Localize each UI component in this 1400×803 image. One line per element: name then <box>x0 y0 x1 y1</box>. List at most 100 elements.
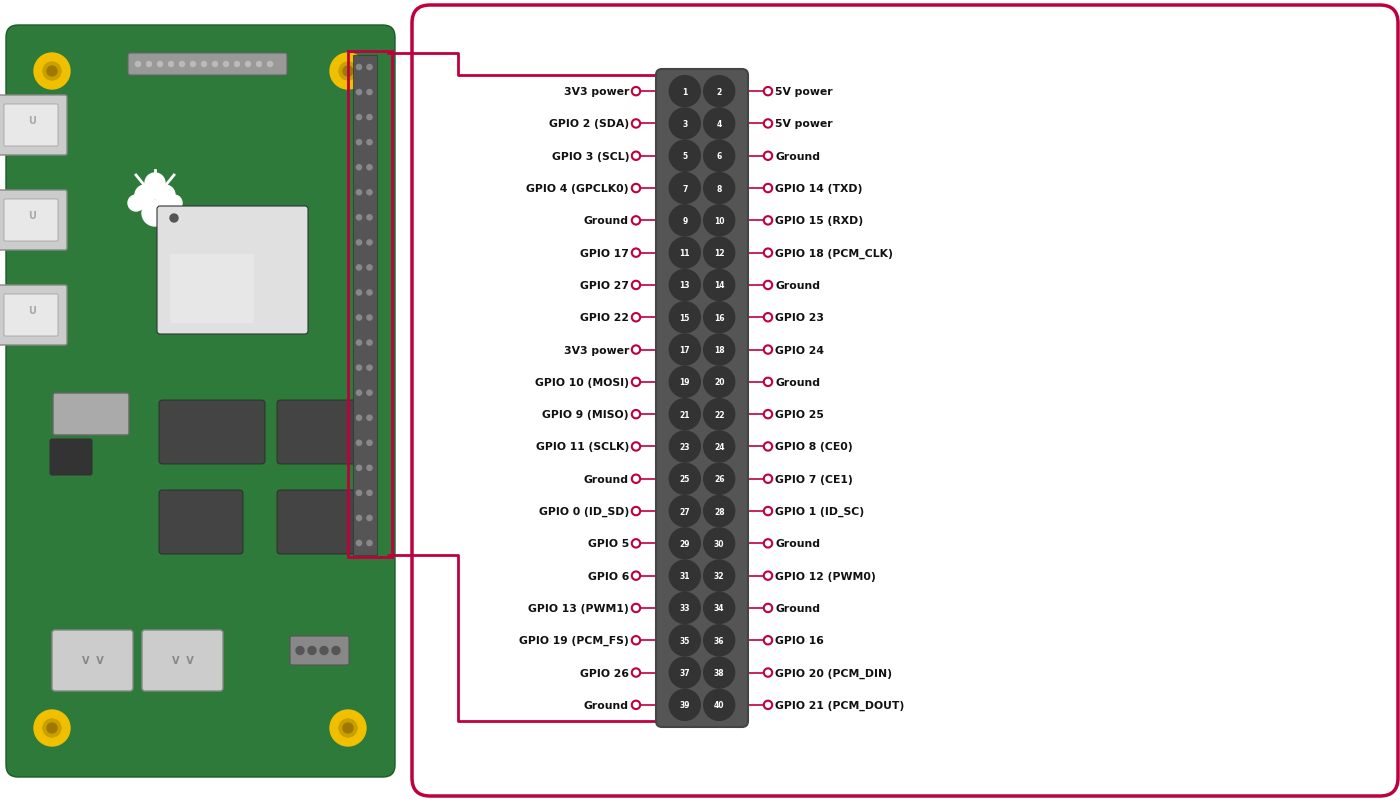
FancyBboxPatch shape <box>160 401 265 464</box>
Text: GPIO 8 (CE0): GPIO 8 (CE0) <box>776 442 853 452</box>
Circle shape <box>330 710 365 746</box>
Text: Ground: Ground <box>584 474 629 484</box>
Circle shape <box>669 206 700 237</box>
Circle shape <box>704 173 735 204</box>
Text: 15: 15 <box>679 313 690 322</box>
Circle shape <box>631 604 640 613</box>
Circle shape <box>179 63 185 67</box>
Text: GPIO 3 (SCL): GPIO 3 (SCL) <box>552 152 629 161</box>
Circle shape <box>155 185 175 206</box>
Circle shape <box>168 63 174 67</box>
FancyBboxPatch shape <box>50 439 92 475</box>
Text: 4: 4 <box>717 120 722 128</box>
Circle shape <box>704 206 735 237</box>
Circle shape <box>764 88 773 96</box>
Text: GPIO 12 (PWM0): GPIO 12 (PWM0) <box>776 571 876 581</box>
FancyBboxPatch shape <box>127 54 287 76</box>
Circle shape <box>367 65 372 71</box>
Text: GPIO 16: GPIO 16 <box>776 635 823 646</box>
Text: 8: 8 <box>717 185 722 194</box>
Circle shape <box>669 141 700 172</box>
Circle shape <box>169 214 178 222</box>
Circle shape <box>669 593 700 624</box>
Circle shape <box>631 669 640 677</box>
FancyBboxPatch shape <box>4 200 57 242</box>
Text: 39: 39 <box>679 700 690 710</box>
Circle shape <box>367 291 372 296</box>
Text: 11: 11 <box>679 249 690 258</box>
Text: 12: 12 <box>714 249 724 258</box>
Text: GPIO 17: GPIO 17 <box>580 248 629 259</box>
Circle shape <box>764 185 773 193</box>
Text: GPIO 22: GPIO 22 <box>580 313 629 323</box>
Circle shape <box>631 410 640 419</box>
Circle shape <box>367 390 372 396</box>
Text: 29: 29 <box>679 539 690 548</box>
Circle shape <box>704 593 735 624</box>
Text: 13: 13 <box>679 281 690 290</box>
Circle shape <box>704 367 735 397</box>
FancyBboxPatch shape <box>4 105 57 147</box>
Text: GPIO 27: GPIO 27 <box>580 280 629 291</box>
Circle shape <box>339 719 357 737</box>
Circle shape <box>631 378 640 386</box>
Circle shape <box>367 416 372 421</box>
Circle shape <box>631 475 640 483</box>
Circle shape <box>631 153 640 161</box>
Circle shape <box>367 491 372 496</box>
Circle shape <box>631 281 640 290</box>
Circle shape <box>147 63 151 67</box>
Circle shape <box>357 190 361 196</box>
Circle shape <box>367 141 372 145</box>
Text: GPIO 14 (TXD): GPIO 14 (TXD) <box>776 184 862 194</box>
Text: Ground: Ground <box>776 603 820 613</box>
Text: 14: 14 <box>714 281 724 290</box>
Circle shape <box>190 63 196 67</box>
Text: U: U <box>28 116 36 126</box>
Text: U: U <box>28 210 36 221</box>
FancyBboxPatch shape <box>0 286 67 345</box>
Text: 21: 21 <box>679 410 690 419</box>
Text: GPIO 23: GPIO 23 <box>776 313 825 323</box>
Circle shape <box>167 196 182 212</box>
Circle shape <box>330 54 365 90</box>
Circle shape <box>146 173 165 194</box>
FancyBboxPatch shape <box>353 56 377 556</box>
Circle shape <box>141 201 168 226</box>
Circle shape <box>367 516 372 521</box>
Circle shape <box>764 701 773 709</box>
Text: GPIO 10 (MOSI): GPIO 10 (MOSI) <box>535 377 629 387</box>
FancyBboxPatch shape <box>160 491 244 554</box>
Circle shape <box>339 63 357 81</box>
Circle shape <box>357 240 361 246</box>
Circle shape <box>367 441 372 446</box>
Circle shape <box>357 340 361 346</box>
Circle shape <box>669 625 700 656</box>
Circle shape <box>367 365 372 371</box>
Circle shape <box>669 560 700 592</box>
Text: GPIO 25: GPIO 25 <box>776 410 823 420</box>
Circle shape <box>631 88 640 96</box>
Circle shape <box>245 63 251 67</box>
Circle shape <box>631 572 640 580</box>
Text: GPIO 4 (GPCLK0): GPIO 4 (GPCLK0) <box>526 184 629 194</box>
FancyBboxPatch shape <box>290 636 349 665</box>
Text: 9: 9 <box>682 217 687 226</box>
Circle shape <box>704 463 735 495</box>
Circle shape <box>224 63 228 67</box>
Circle shape <box>631 185 640 193</box>
Text: Ground: Ground <box>584 700 629 710</box>
Circle shape <box>631 314 640 322</box>
Text: 10: 10 <box>714 217 724 226</box>
Circle shape <box>357 215 361 221</box>
Text: 30: 30 <box>714 539 724 548</box>
Text: 32: 32 <box>714 572 724 581</box>
Circle shape <box>669 528 700 559</box>
Circle shape <box>764 249 773 258</box>
Text: V  V: V V <box>81 656 104 666</box>
Circle shape <box>357 491 361 496</box>
Circle shape <box>704 657 735 688</box>
Text: 28: 28 <box>714 507 725 516</box>
Circle shape <box>367 466 372 471</box>
FancyBboxPatch shape <box>277 401 361 464</box>
